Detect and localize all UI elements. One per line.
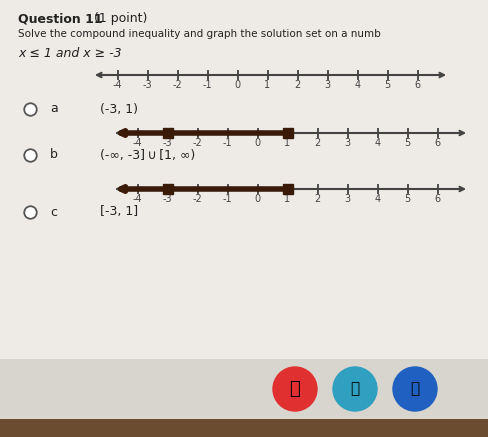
Text: 📁: 📁 — [409, 382, 419, 396]
Text: 0: 0 — [254, 138, 260, 148]
Text: 2: 2 — [314, 194, 320, 204]
Text: [-3, 1]: [-3, 1] — [100, 205, 138, 218]
Text: b: b — [50, 149, 58, 162]
Text: 5: 5 — [384, 80, 390, 90]
Text: -2: -2 — [192, 194, 202, 204]
Text: -1: -1 — [222, 194, 232, 204]
Text: 3: 3 — [344, 194, 350, 204]
Bar — [0, 359, 488, 419]
Text: -3: -3 — [142, 80, 152, 90]
Circle shape — [272, 367, 316, 411]
Text: c: c — [50, 205, 57, 218]
Text: 3: 3 — [324, 80, 330, 90]
Bar — [0, 419, 488, 437]
Text: -4: -4 — [132, 194, 142, 204]
Text: -3: -3 — [163, 138, 172, 148]
Text: -2: -2 — [192, 138, 202, 148]
Text: 6: 6 — [433, 194, 440, 204]
Text: -4: -4 — [132, 138, 142, 148]
Text: a: a — [50, 103, 58, 115]
Text: (1 point): (1 point) — [90, 12, 147, 25]
Text: 2: 2 — [314, 138, 320, 148]
Text: -4: -4 — [112, 80, 122, 90]
Text: 2: 2 — [294, 80, 300, 90]
Text: 4: 4 — [354, 80, 360, 90]
Text: 0: 0 — [254, 194, 260, 204]
Text: 5: 5 — [404, 194, 410, 204]
Text: Solve the compound inequality and graph the solution set on a numb: Solve the compound inequality and graph … — [18, 29, 380, 39]
Circle shape — [392, 367, 436, 411]
Circle shape — [332, 367, 376, 411]
Text: -3: -3 — [163, 194, 172, 204]
Text: 6: 6 — [414, 80, 420, 90]
Text: 4: 4 — [374, 194, 380, 204]
Text: -1: -1 — [222, 138, 232, 148]
Text: Question 11: Question 11 — [18, 12, 102, 25]
Text: (-3, 1): (-3, 1) — [100, 103, 138, 115]
Text: 🎨: 🎨 — [289, 380, 300, 398]
Text: x ≤ 1 and x ≥ -3: x ≤ 1 and x ≥ -3 — [18, 47, 122, 60]
Text: 6: 6 — [433, 138, 440, 148]
Text: 5: 5 — [404, 138, 410, 148]
Text: 🖥: 🖥 — [350, 382, 359, 396]
Text: 3: 3 — [344, 138, 350, 148]
Text: 1: 1 — [264, 80, 270, 90]
Text: (-∞, -3] ∪ [1, ∞): (-∞, -3] ∪ [1, ∞) — [100, 149, 195, 162]
Text: 1: 1 — [284, 194, 290, 204]
Text: 1: 1 — [284, 138, 290, 148]
Text: 4: 4 — [374, 138, 380, 148]
Text: -2: -2 — [172, 80, 182, 90]
Bar — [0, 0, 488, 359]
Text: -1: -1 — [202, 80, 212, 90]
Text: 0: 0 — [234, 80, 240, 90]
